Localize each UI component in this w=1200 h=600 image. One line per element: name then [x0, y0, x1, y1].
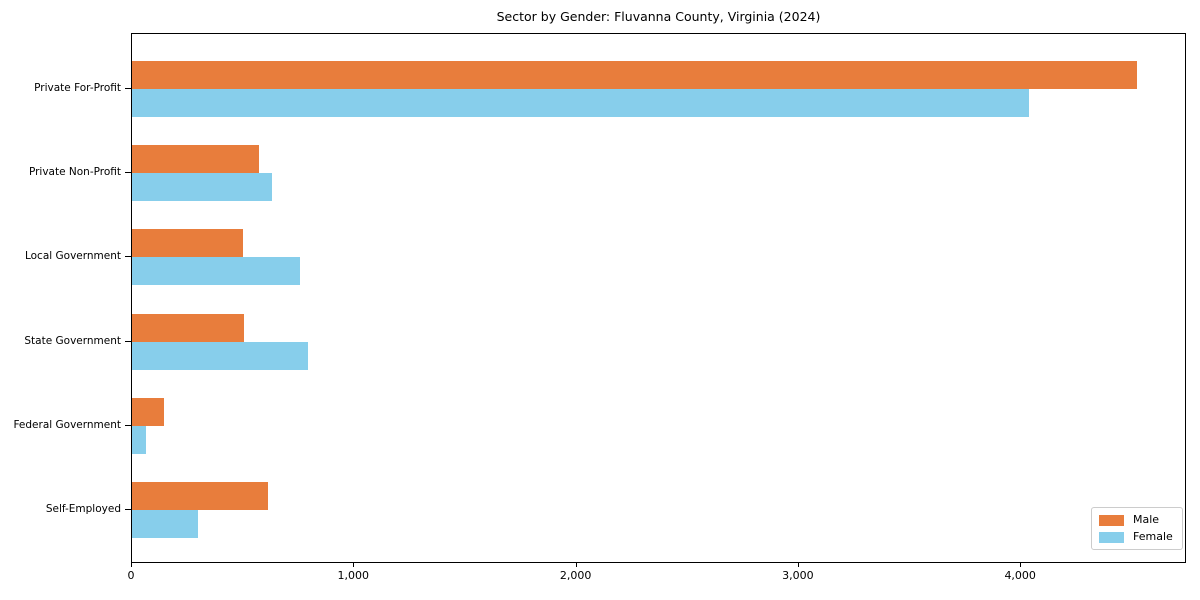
bar-female-private-non-profit	[132, 173, 272, 201]
x-tick-label: 3,000	[782, 569, 814, 582]
y-tick-mark	[125, 256, 131, 258]
legend-label-female: Female	[1133, 530, 1173, 543]
x-tick-mark	[353, 563, 355, 567]
y-tick-label-self-employed: Self-Employed	[45, 503, 121, 516]
x-tick-label: 2,000	[559, 569, 592, 582]
bar-male-self-employed	[132, 482, 268, 511]
y-tick-label-private-non-profit: Private Non-Profit	[28, 166, 121, 178]
bar-female-private-for-profit	[132, 88, 1029, 117]
bar-male-private-for-profit	[132, 60, 1137, 89]
y-tick-label-private-for-profit: Private For-Profit	[34, 81, 121, 94]
y-tick-mark	[125, 340, 131, 342]
plot-area	[131, 33, 1186, 563]
x-tick-mark	[575, 563, 577, 567]
y-tick-mark	[125, 87, 131, 89]
legend-swatch-female	[1099, 531, 1124, 543]
bar-female-state-government	[132, 341, 308, 370]
x-tick-mark	[797, 563, 799, 567]
x-tick-mark	[1020, 563, 1022, 567]
legend: Male Female	[1091, 507, 1183, 550]
y-tick-label-federal-government: Federal Government	[13, 418, 121, 431]
y-tick-mark	[125, 424, 131, 426]
legend-label-male: Male	[1133, 513, 1160, 526]
bar-female-self-employed	[132, 510, 198, 539]
y-tick-mark	[125, 172, 131, 173]
legend-swatch-male	[1099, 514, 1124, 526]
y-tick-mark	[125, 509, 131, 511]
x-tick-label: 0	[127, 569, 135, 582]
y-tick-label-state-government: State Government	[24, 334, 121, 347]
bar-female-federal-government	[132, 425, 147, 454]
y-tick-label-local-government: Local Government	[24, 250, 121, 263]
x-tick-label: 1,000	[337, 569, 370, 582]
bar-male-federal-government	[132, 397, 165, 426]
bar-male-private-non-profit	[132, 145, 259, 173]
chart-title: Sector by Gender: Fluvanna County, Virgi…	[496, 9, 821, 24]
x-tick-label: 4,000	[1004, 569, 1036, 582]
bar-male-local-government	[132, 229, 244, 258]
x-tick-mark	[131, 563, 132, 567]
legend-item-male: Male	[1099, 514, 1173, 526]
bar-male-state-government	[132, 313, 245, 342]
bar-female-local-government	[132, 257, 300, 286]
legend-item-female: Female	[1099, 531, 1173, 543]
